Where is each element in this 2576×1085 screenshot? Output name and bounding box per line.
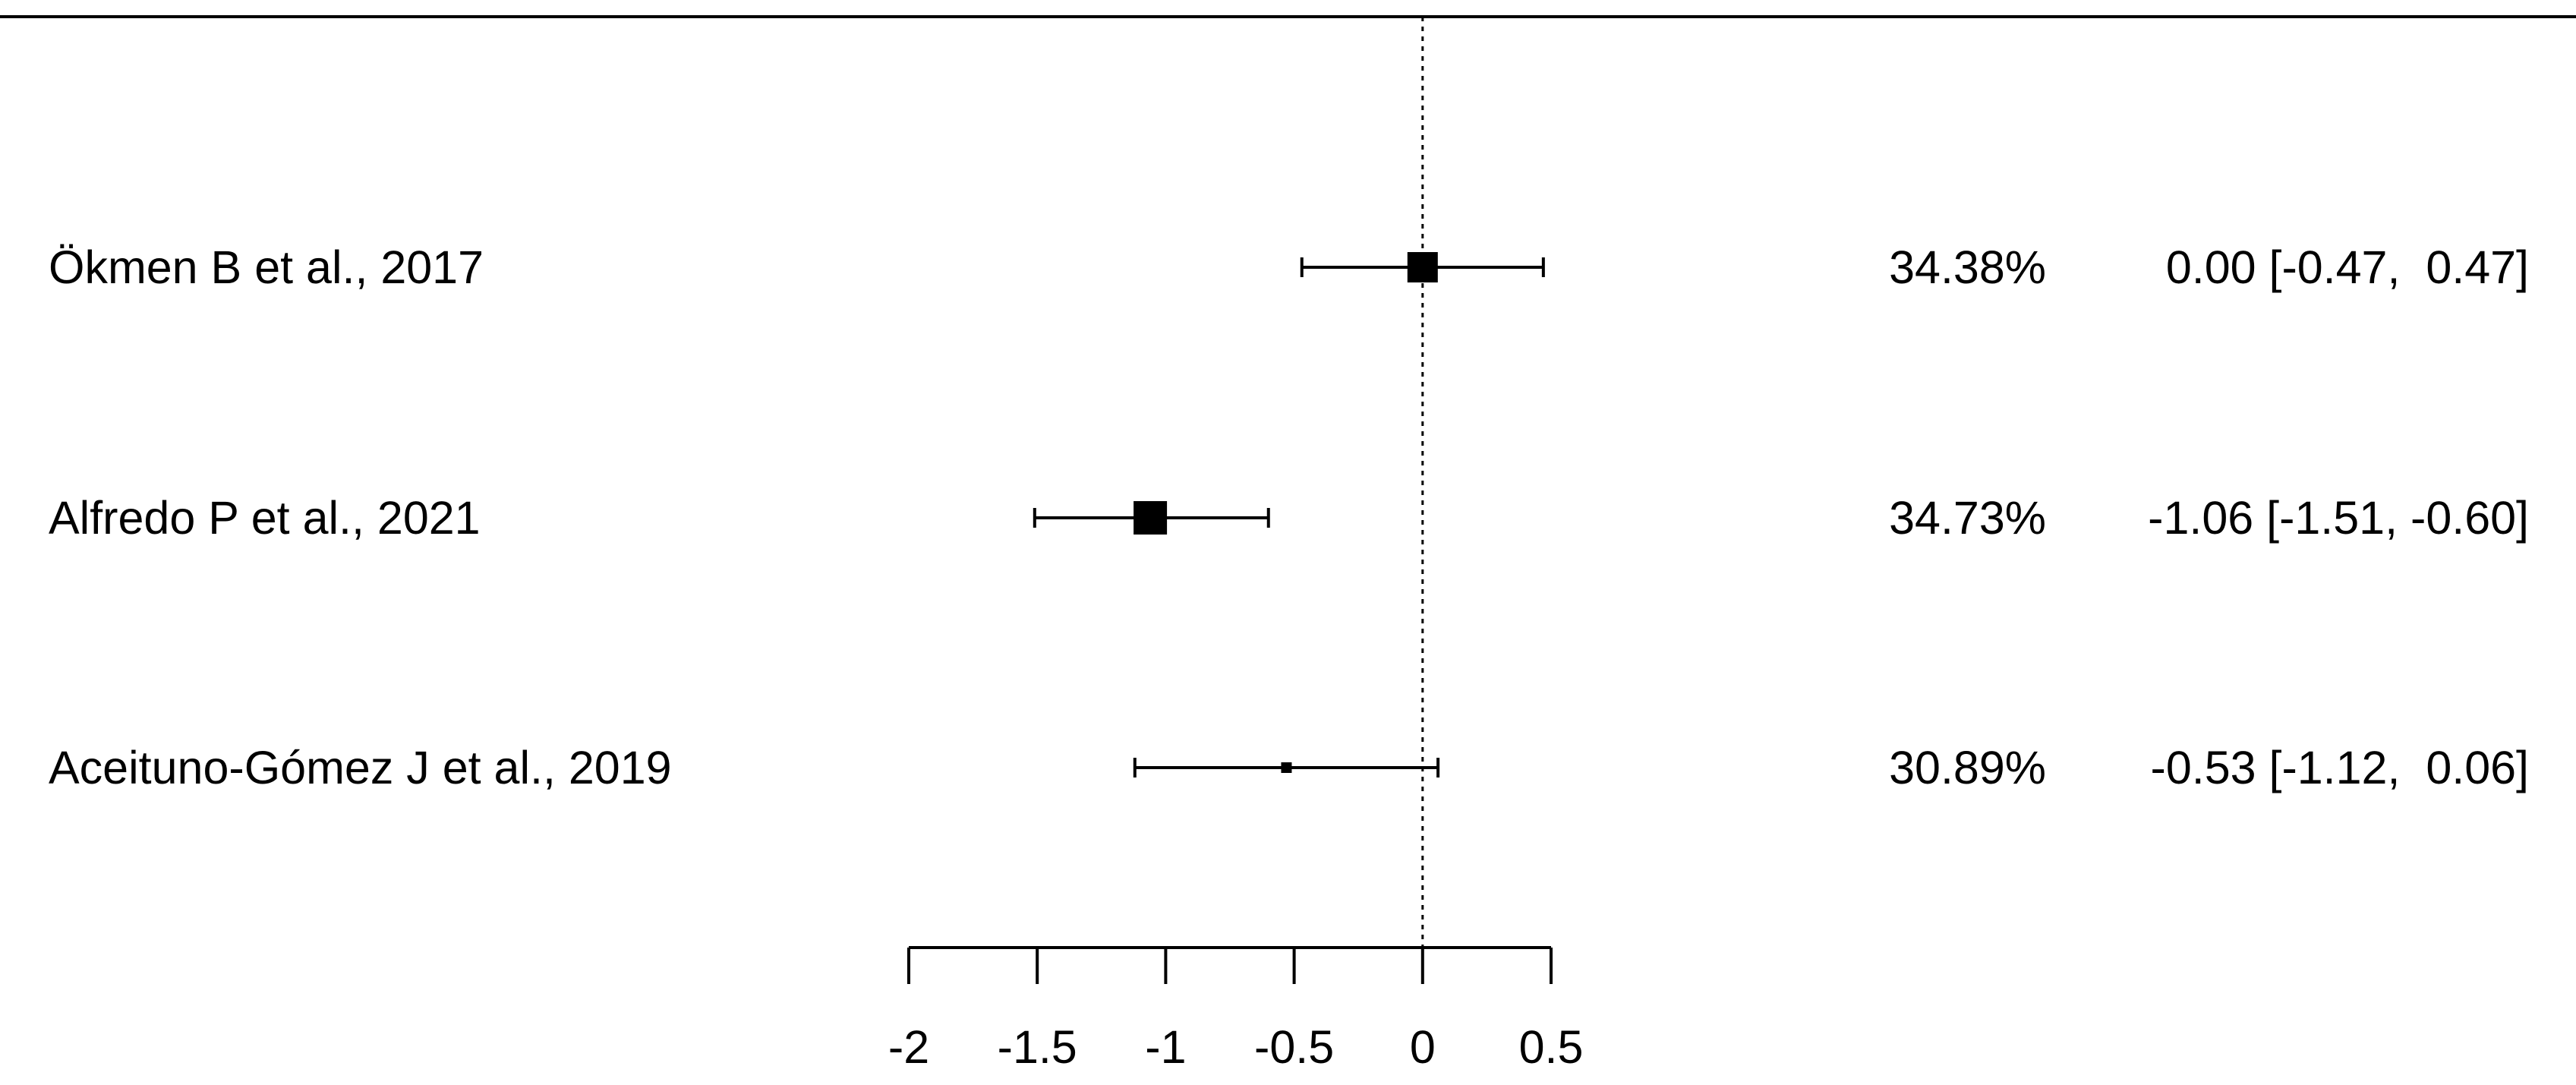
study-row: Ökmen B et al., 2017 34.38% 0.00 [-0.47, 0… <box>49 241 2529 293</box>
study-row: Alfredo P et al., 2021 34.73% -1.06 [-1.51… <box>49 492 2529 544</box>
effect-size-marker <box>1407 252 1438 282</box>
study-label: Aceituno-Gómez J et al., 2019 <box>49 742 672 793</box>
x-tick-label: -1.5 <box>998 1021 1077 1073</box>
effect-size-marker <box>1281 762 1292 773</box>
effect-size-ci: -0.53 [-1.12, 0.06] <box>2151 742 2529 793</box>
study-weight: 34.73% <box>1889 492 2046 544</box>
effect-size-ci: -1.06 [-1.51, -0.60] <box>2148 492 2529 544</box>
x-tick-label: -1 <box>1145 1021 1186 1073</box>
study-label: Alfredo P et al., 2021 <box>49 492 481 544</box>
study-weight: 30.89% <box>1889 742 2046 793</box>
x-tick-label: -0.5 <box>1254 1021 1334 1073</box>
x-tick-label: -2 <box>888 1021 929 1073</box>
effect-size-ci: 0.00 [-0.47, 0.47] <box>2166 241 2529 293</box>
study-label: Ökmen B et al., 2017 <box>49 241 484 293</box>
effect-size-marker <box>1134 501 1168 535</box>
studies-layer: Ökmen B et al., 2017 34.38% 0.00 [-0.47, 0… <box>49 241 2529 793</box>
study-weight: 34.38% <box>1889 241 2046 293</box>
x-tick-label: 0 <box>1410 1021 1436 1073</box>
x-axis: -2 -1.5 -1 -0.5 0 0.5 <box>888 946 1584 1073</box>
x-tick-label: 0.5 <box>1519 1021 1584 1073</box>
study-row: Aceituno-Gómez J et al., 2019 30.89% -0.53… <box>49 742 2529 793</box>
